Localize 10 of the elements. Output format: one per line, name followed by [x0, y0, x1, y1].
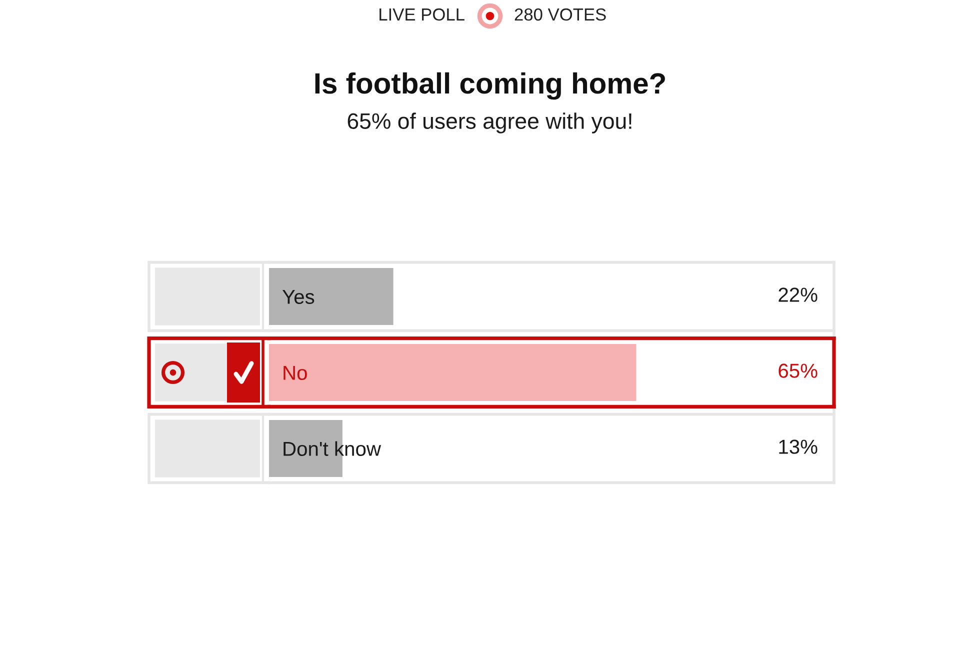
- y-tick-label: No: [284, 366, 307, 380]
- data-label: 22%: [778, 288, 818, 302]
- text: 280 VOTES: [514, 8, 606, 21]
- y-tick-label: Yes: [282, 290, 314, 304]
- y-tick-label: Don't know: [284, 441, 382, 456]
- chart-title: Is football coming home?: [315, 72, 665, 100]
- data-label: 13%: [779, 440, 818, 454]
- text: LIVE POLL: [380, 8, 464, 21]
- chart-subtitle: 65% of users agree with you!: [348, 112, 632, 134]
- data-label: 65%: [778, 364, 818, 378]
